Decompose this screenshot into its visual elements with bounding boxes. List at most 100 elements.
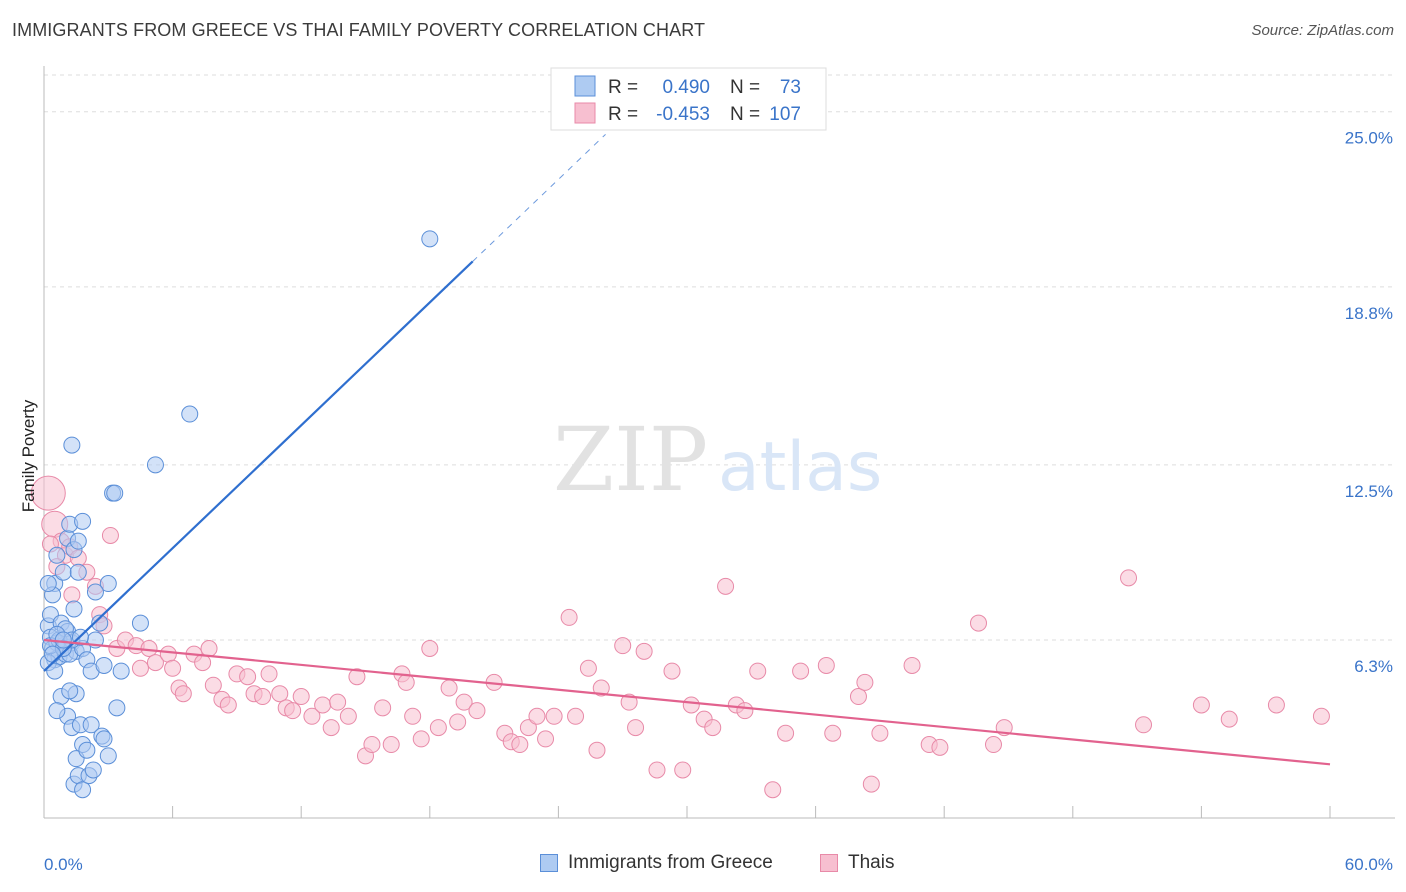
point-thais: [560, 608, 578, 626]
point-greece: [421, 230, 439, 248]
legend-r-label-greece: R =: [608, 77, 638, 98]
point-thais: [545, 707, 563, 725]
point-thais: [1220, 710, 1238, 728]
point-thais: [528, 707, 546, 725]
point-thais: [194, 654, 212, 672]
point-greece: [112, 662, 130, 680]
point-thais: [567, 707, 585, 725]
legend-n-value-greece: 73: [780, 77, 801, 98]
point-thais: [440, 679, 458, 697]
point-thais: [648, 761, 666, 779]
y-tick-label: 12.5%: [1345, 482, 1393, 501]
legend-swatch-thais: [574, 102, 596, 124]
point-thais: [674, 761, 692, 779]
point-greece: [82, 716, 100, 734]
point-thais: [101, 526, 119, 544]
point-thais: [260, 665, 278, 683]
legend-r-label-thais: R =: [608, 104, 638, 125]
point-thais: [903, 656, 921, 674]
point-thais: [635, 642, 653, 660]
point-thais: [339, 707, 357, 725]
y-tick-label: 18.8%: [1345, 304, 1393, 323]
y-tick-label: 6.3%: [1354, 657, 1393, 676]
point-thais: [146, 654, 164, 672]
point-greece: [74, 512, 92, 530]
point-greece: [146, 456, 164, 474]
point-thais: [969, 614, 987, 632]
point-thais: [817, 656, 835, 674]
point-thais: [824, 724, 842, 742]
point-greece: [95, 730, 113, 748]
legend-n-label-greece: N =: [730, 77, 760, 98]
point-thais: [30, 475, 66, 511]
point-greece: [86, 583, 104, 601]
point-greece: [99, 747, 117, 765]
point-thais: [239, 668, 257, 686]
chart-title: IMMIGRANTS FROM GREECE VS THAI FAMILY PO…: [12, 20, 706, 40]
x-tick-labels: 0.0% 60.0%: [44, 855, 1393, 874]
trendline-greece-extension: [472, 133, 606, 262]
point-thais: [374, 699, 392, 717]
trendline-thais: [43, 638, 1331, 766]
point-thais: [682, 696, 700, 714]
point-greece: [46, 662, 64, 680]
point-thais: [200, 639, 218, 657]
point-thais: [717, 577, 735, 595]
legend-box: [550, 67, 827, 131]
point-thais: [614, 637, 632, 655]
bottom-legend-swatch-greece: [540, 854, 558, 872]
point-greece: [131, 614, 149, 632]
point-greece: [65, 600, 83, 618]
point-thais: [588, 741, 606, 759]
point-thais: [1312, 707, 1330, 725]
point-thais: [468, 702, 486, 720]
point-thais: [749, 662, 767, 680]
x-tick-label-min: 0.0%: [44, 855, 83, 874]
point-thais: [329, 693, 347, 711]
point-thais: [254, 688, 272, 706]
point-greece: [61, 682, 79, 700]
point-greece: [69, 532, 87, 550]
bottom-legend-swatch-thais: [820, 854, 838, 872]
point-thais: [537, 730, 555, 748]
bottom-legend-thais: Thais: [820, 852, 894, 874]
point-thais: [63, 586, 81, 604]
gridlines: [44, 74, 1395, 641]
point-thais: [455, 693, 473, 711]
point-greece: [48, 546, 66, 564]
point-greece: [44, 645, 62, 663]
point-thais: [382, 736, 400, 754]
point-thais: [421, 639, 439, 657]
point-thais: [620, 693, 638, 711]
point-thais: [777, 724, 795, 742]
point-thais: [303, 707, 321, 725]
point-greece: [84, 761, 102, 779]
point-greece: [54, 631, 72, 649]
point-thais: [764, 781, 782, 799]
bottom-legend-label-thais: Thais: [848, 852, 895, 873]
point-thais: [862, 775, 880, 793]
point-thais: [449, 713, 467, 731]
point-thais: [412, 730, 430, 748]
bottom-legend-greece: Immigrants from Greece: [540, 852, 773, 874]
point-thais: [849, 688, 867, 706]
point-thais: [292, 688, 310, 706]
legend-r-value-thais: -0.453: [656, 104, 710, 125]
point-greece: [78, 741, 96, 759]
point-greece: [63, 436, 81, 454]
point-thais: [1267, 696, 1285, 714]
legend-n-label-thais: N =: [730, 104, 760, 125]
axes: [43, 66, 1395, 819]
point-thais: [164, 659, 182, 677]
point-thais: [1135, 716, 1153, 734]
bottom-legend: Immigrants from Greece Thais: [0, 852, 1406, 878]
legend-r-value-greece: 0.490: [662, 77, 710, 98]
point-thais: [984, 736, 1002, 754]
trendline-greece: [43, 260, 474, 672]
point-thais: [131, 659, 149, 677]
point-thais: [363, 736, 381, 754]
point-greece: [54, 563, 72, 581]
point-greece: [95, 656, 113, 674]
legend-n-value-thais: 107: [769, 104, 801, 125]
